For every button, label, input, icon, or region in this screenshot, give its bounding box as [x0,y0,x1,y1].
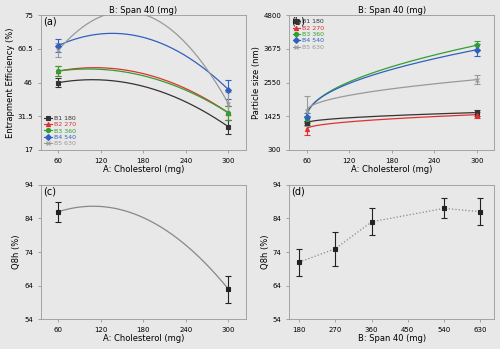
X-axis label: A: Cholesterol (mg): A: Cholesterol (mg) [102,165,184,174]
Legend: B1 180, B2 270, B3 360, B4 540, B5 630: B1 180, B2 270, B3 360, B4 540, B5 630 [292,18,325,50]
Text: (c): (c) [42,186,56,196]
Y-axis label: Q8h (%): Q8h (%) [260,235,270,269]
Text: (d): (d) [291,186,304,196]
Text: (b): (b) [291,17,305,27]
X-axis label: A: Cholesterol (mg): A: Cholesterol (mg) [351,165,432,174]
Text: (a): (a) [42,17,56,27]
Legend: B1 180, B2 270, B3 360, B4 540, B5 630: B1 180, B2 270, B3 360, B4 540, B5 630 [44,115,76,147]
Y-axis label: Q8h (%): Q8h (%) [12,235,22,269]
X-axis label: A: Cholesterol (mg): A: Cholesterol (mg) [102,334,184,343]
Y-axis label: Particle size (nm): Particle size (nm) [252,46,260,119]
Y-axis label: Entrapment Efficiency (%): Entrapment Efficiency (%) [6,27,15,138]
X-axis label: B: Span 40 (mg): B: Span 40 (mg) [358,334,426,343]
Title: B: Span 40 (mg): B: Span 40 (mg) [358,6,426,15]
Title: B: Span 40 (mg): B: Span 40 (mg) [110,6,178,15]
